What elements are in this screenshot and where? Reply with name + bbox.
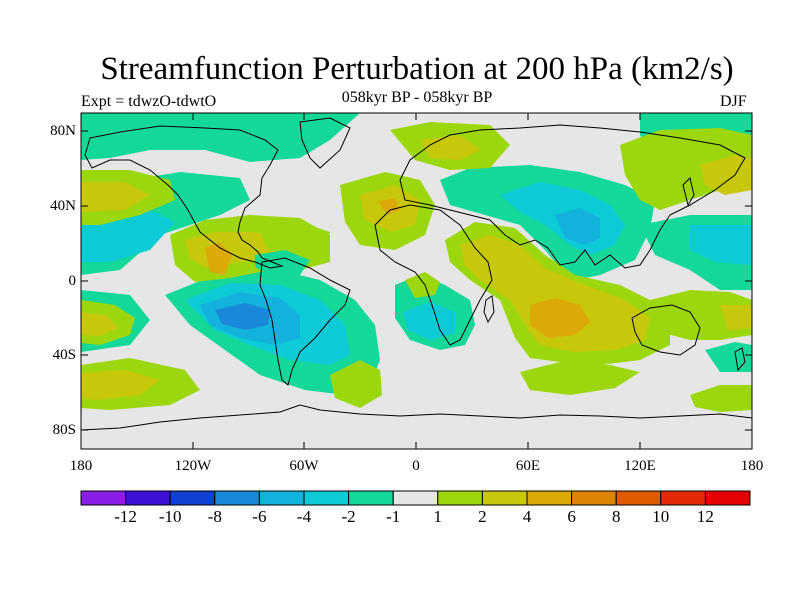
colorbar-box <box>572 491 617 505</box>
colorbar-label: 10 <box>641 508 681 526</box>
colorbar-box <box>482 491 527 505</box>
colorbar-label: -8 <box>195 508 235 526</box>
colorbar-label: -10 <box>150 508 190 526</box>
colorbar-box <box>304 491 349 505</box>
lat-label-80s: 80S <box>46 422 76 438</box>
colorbar-box <box>616 491 661 505</box>
colorbar-label: -12 <box>106 508 146 526</box>
colorbar-box <box>349 491 394 505</box>
lon-label-0: 0 <box>386 458 446 474</box>
colorbar-box <box>126 491 171 505</box>
lat-label-80n: 80N <box>46 123 76 139</box>
lon-label-60e: 60E <box>498 458 558 474</box>
colorbar-box <box>438 491 483 505</box>
colorbar-label: 2 <box>462 508 502 526</box>
colorbar-box <box>215 491 260 505</box>
lon-label-180e: 180 <box>722 458 782 474</box>
colorbar-label: 6 <box>552 508 592 526</box>
colorbar-box <box>81 491 126 505</box>
lon-label-180w: 180 <box>51 458 111 474</box>
colorbar-box <box>705 491 750 505</box>
colorbar-label: 12 <box>685 508 725 526</box>
lon-label-120e: 120E <box>610 458 670 474</box>
colorbar-box <box>661 491 706 505</box>
colorbar-label: 8 <box>596 508 636 526</box>
colorbar-label: -2 <box>329 508 369 526</box>
colorbar-label: -1 <box>373 508 413 526</box>
lat-label-40s: 40S <box>46 347 76 363</box>
colorbar-label: 4 <box>507 508 547 526</box>
colorbar-label: 1 <box>418 508 458 526</box>
colorbar-box <box>527 491 572 505</box>
contour-field <box>81 113 752 449</box>
colorbar <box>81 491 750 505</box>
colorbar-label: -6 <box>239 508 279 526</box>
lon-label-60w: 60W <box>274 458 334 474</box>
lat-label-eq: 0 <box>46 273 76 289</box>
lon-label-120w: 120W <box>163 458 223 474</box>
lat-label-40n: 40N <box>46 198 76 214</box>
colorbar-box <box>170 491 215 505</box>
colorbar-label: -4 <box>284 508 324 526</box>
colorbar-box <box>259 491 304 505</box>
colorbar-box <box>393 491 438 505</box>
